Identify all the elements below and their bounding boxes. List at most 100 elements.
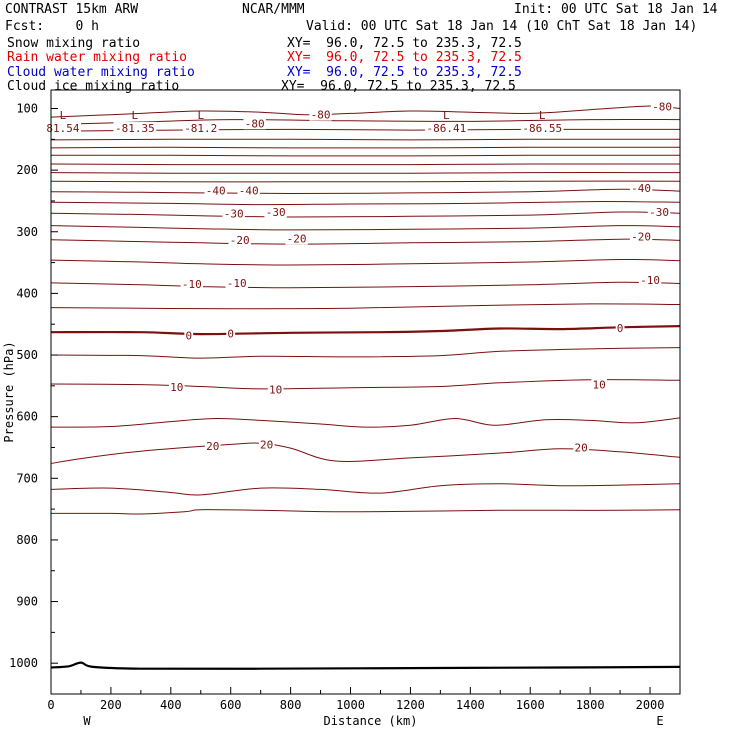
terrain-line <box>51 661 680 670</box>
contour-label-bg <box>226 327 236 340</box>
contour-level-label: -10 <box>182 278 202 291</box>
west-label: W <box>83 714 91 728</box>
contour-label-bg <box>228 233 251 246</box>
y-tick-label: 400 <box>16 286 38 300</box>
contour-label-bg <box>650 100 674 113</box>
east-label: E <box>656 714 663 728</box>
x-tick-label: 1800 <box>576 698 605 712</box>
contour-label-bg <box>629 181 653 194</box>
contour-line <box>51 325 680 336</box>
contour-level-label: 20 <box>206 440 219 453</box>
contour-line <box>51 154 680 157</box>
contour-level-label: -80 <box>311 109 331 122</box>
contour-line <box>51 281 680 289</box>
contour-label-bg <box>309 108 332 121</box>
header-fcst: Fcst: 0 h <box>5 19 99 34</box>
contour-line <box>51 138 680 141</box>
contour-label-bg <box>258 438 275 451</box>
plot-frame <box>50 89 681 695</box>
x-tick-label: 1000 <box>336 698 365 712</box>
minimum-value-label: -81.35 <box>115 122 155 135</box>
field-cloudwater-label: Cloud water mixing ratio <box>7 65 195 80</box>
y-tick-label: 300 <box>16 225 38 239</box>
x-tick-label: 200 <box>100 698 122 712</box>
minimum-value-bg <box>424 122 468 135</box>
y-tick-label: 600 <box>16 410 38 424</box>
contour-label-bg <box>169 381 185 394</box>
x-tick-label: 400 <box>160 698 182 712</box>
contour-level-label: 10 <box>170 381 183 394</box>
contour-label-bg <box>225 276 248 289</box>
field-rain-label: Rain water mixing ratio <box>7 50 188 65</box>
contour-line <box>51 146 680 149</box>
y-tick-label: 200 <box>16 163 38 177</box>
contour-line <box>51 128 680 132</box>
contour-line <box>51 211 680 218</box>
x-tick-label: 2000 <box>636 698 665 712</box>
contour-label-bg <box>285 232 308 245</box>
contour-line <box>51 417 680 428</box>
x-tick-label: 600 <box>220 698 242 712</box>
contour-level-label: -10 <box>640 274 660 287</box>
contour-level-label: -20 <box>631 231 651 244</box>
contour-label-bg <box>204 440 221 453</box>
contour-level-label: -40 <box>631 182 651 195</box>
x-axis-label: Distance (km) <box>324 714 418 728</box>
contour-label-bg <box>237 184 260 197</box>
contour-level-label: 10 <box>269 384 282 397</box>
terrain-layer <box>51 661 680 670</box>
minimum-value-bg <box>113 122 157 135</box>
contour-label-bg <box>615 321 625 334</box>
contour-label-bg <box>638 273 662 286</box>
contour-label-bg <box>267 383 284 396</box>
contour-label-layer: -80 -80 -80 -40 -40 -40 -30 -30 -30 -20 -20 -20 -10 -… <box>44 100 674 454</box>
minimum-marker: L <box>197 109 204 122</box>
contour-level-label: 0 <box>185 329 192 342</box>
contour-level-label: 20 <box>575 441 588 454</box>
contour-level-label: 0 <box>227 327 234 340</box>
header-valid: Valid: 00 UTC Sat 18 Jan 14 (10 ChT Sat … <box>306 19 698 34</box>
y-axis-label: Pressure (hPa) <box>2 341 16 442</box>
contour-label-bg <box>629 230 653 243</box>
y-tick-label: 900 <box>16 595 38 609</box>
contour-label-bg <box>573 441 589 454</box>
contour-level-label: -80 <box>652 101 672 114</box>
contour-level-label: 10 <box>593 379 606 392</box>
contour-line <box>51 347 680 359</box>
x-tick-label: 800 <box>280 698 302 712</box>
contour-line <box>51 172 680 174</box>
contour-level-label: -40 <box>206 184 226 197</box>
minimum-marker: L <box>132 109 139 122</box>
x-tick-label: 0 <box>47 698 54 712</box>
contour-line <box>51 379 680 390</box>
x-tick-label: 1400 <box>456 698 485 712</box>
minimum-value-bg <box>44 122 81 135</box>
contour-label-bg <box>647 206 671 219</box>
contour-line <box>51 225 680 231</box>
contour-label-bg <box>591 378 607 391</box>
contour-level-label: -10 <box>227 277 247 290</box>
y-tick-label: 700 <box>16 471 38 485</box>
minimum-value-label: 81.54 <box>46 122 79 135</box>
contour-label-bg <box>264 206 287 219</box>
field-snow-label: Snow mixing ratio <box>7 36 141 51</box>
field-snow-xy: XY= 96.0, 72.5 to 235.3, 72.5 <box>287 36 522 51</box>
minimum-value-label: -86.41 <box>426 122 466 135</box>
contour-level-label: -30 <box>649 206 669 219</box>
contour-line <box>51 509 680 515</box>
contour-line <box>51 442 680 464</box>
contour-layer <box>51 105 680 515</box>
contour-label-bg <box>204 184 227 197</box>
contour-line <box>51 188 680 195</box>
contour-label-bg <box>184 329 194 342</box>
contour-level-label: -40 <box>239 184 259 197</box>
contour-level-label: 0 <box>617 322 624 335</box>
contour-line <box>51 238 680 245</box>
contour-label-bg <box>222 207 245 220</box>
header-init: Init: 00 UTC Sat 18 Jan 14 <box>514 2 718 17</box>
minimum-marker: L <box>539 109 546 122</box>
contour-line <box>51 201 680 206</box>
minimum-value-label: -86.55 <box>522 122 562 135</box>
